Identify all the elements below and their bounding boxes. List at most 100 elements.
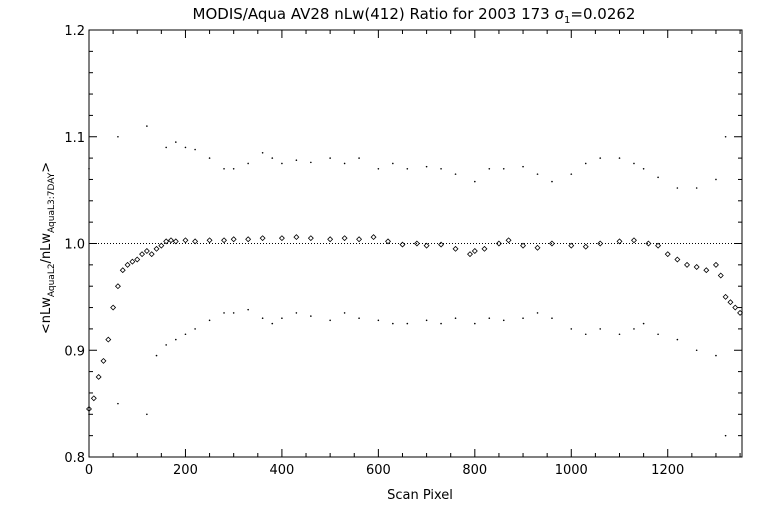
data-point bbox=[168, 237, 174, 244]
data-point bbox=[341, 235, 348, 242]
data-point bbox=[271, 157, 274, 159]
y-axis-label-close: > bbox=[39, 162, 54, 173]
data-point bbox=[657, 176, 659, 179]
data-point bbox=[724, 135, 727, 138]
data-point bbox=[259, 235, 266, 242]
data-point bbox=[425, 319, 428, 322]
data-point bbox=[645, 240, 652, 247]
data-point bbox=[536, 173, 539, 175]
data-point bbox=[385, 238, 391, 245]
data-point bbox=[261, 317, 264, 320]
data-point bbox=[119, 267, 126, 274]
y-tick-label: 1.2 bbox=[64, 24, 85, 39]
data-point bbox=[310, 315, 312, 317]
data-point bbox=[194, 148, 196, 151]
data-point bbox=[358, 317, 360, 320]
data-point bbox=[454, 317, 457, 320]
data-point bbox=[155, 354, 158, 357]
data-point bbox=[474, 180, 476, 183]
data-point bbox=[717, 272, 724, 279]
data-point bbox=[356, 236, 363, 243]
data-point bbox=[440, 167, 442, 170]
data-point bbox=[520, 242, 527, 249]
data-point bbox=[247, 308, 249, 311]
data-point bbox=[568, 242, 575, 249]
data-point bbox=[582, 243, 589, 250]
data-point bbox=[693, 264, 700, 270]
x-axis-label: Scan Pixel bbox=[387, 488, 453, 503]
chart-title: MODIS/Aqua AV28 nLw(412) Ratio for 2003 … bbox=[193, 5, 636, 26]
data-point bbox=[129, 258, 136, 265]
data-point bbox=[655, 242, 662, 249]
x-tick-label: 1200 bbox=[651, 463, 684, 478]
data-point bbox=[522, 317, 524, 320]
ticks-layer: 0 200 400 600 800 1000 1200 0.8 0.9 1.0 1.1 1.2 bbox=[64, 24, 742, 478]
data-marks-layer bbox=[86, 125, 744, 437]
data-point bbox=[676, 187, 679, 189]
x-tick-label: 1000 bbox=[555, 463, 588, 478]
data-point bbox=[549, 240, 555, 247]
data-point bbox=[488, 317, 491, 320]
data-point bbox=[192, 238, 199, 245]
data-point bbox=[618, 157, 621, 159]
data-point bbox=[146, 413, 148, 416]
chart-title-sigma-sub: 1 bbox=[564, 15, 570, 26]
x-tick-label: 600 bbox=[366, 463, 391, 478]
data-point bbox=[399, 241, 406, 248]
data-point bbox=[657, 333, 659, 336]
data-point bbox=[471, 248, 478, 254]
data-point bbox=[597, 240, 604, 247]
data-point bbox=[329, 157, 331, 159]
x-tick-label: 800 bbox=[462, 463, 487, 478]
series-0 bbox=[86, 234, 744, 412]
data-point bbox=[722, 293, 729, 300]
data-point bbox=[703, 267, 710, 274]
data-point bbox=[139, 251, 146, 258]
data-point bbox=[153, 245, 160, 252]
data-point bbox=[502, 319, 505, 322]
data-point bbox=[310, 161, 312, 164]
data-point bbox=[105, 336, 112, 343]
chart-title-main: MODIS/Aqua AV28 nLw(412) Ratio for 2003 … bbox=[193, 5, 555, 23]
data-point bbox=[148, 251, 155, 258]
data-point bbox=[182, 237, 189, 244]
y-tick-label: 1.1 bbox=[64, 131, 85, 146]
data-point bbox=[165, 146, 167, 149]
data-point bbox=[281, 162, 283, 165]
data-point bbox=[438, 241, 445, 248]
data-point bbox=[223, 312, 225, 314]
data-point bbox=[134, 256, 141, 263]
data-point bbox=[505, 237, 512, 244]
data-point bbox=[208, 157, 211, 159]
data-point bbox=[327, 236, 334, 243]
data-point bbox=[377, 167, 380, 170]
data-point bbox=[358, 157, 360, 159]
data-point bbox=[271, 322, 274, 325]
data-point bbox=[184, 333, 187, 336]
data-point bbox=[95, 373, 102, 380]
data-point bbox=[631, 237, 637, 244]
data-point bbox=[570, 328, 573, 330]
data-point bbox=[712, 261, 719, 268]
data-point bbox=[676, 338, 679, 341]
data-point bbox=[599, 328, 602, 330]
data-point bbox=[684, 261, 690, 268]
data-point bbox=[175, 338, 177, 341]
data-point bbox=[727, 299, 734, 306]
data-point bbox=[206, 237, 213, 244]
data-point bbox=[100, 357, 107, 364]
data-point bbox=[307, 235, 314, 242]
data-point bbox=[261, 151, 264, 154]
data-point bbox=[281, 317, 283, 320]
data-point bbox=[599, 157, 602, 159]
y-axis-label-sub1: AquaL2 bbox=[47, 263, 57, 297]
data-point bbox=[163, 238, 170, 245]
data-point bbox=[584, 333, 587, 336]
data-point bbox=[230, 236, 237, 243]
data-point bbox=[223, 167, 225, 170]
data-point bbox=[616, 238, 623, 245]
data-point bbox=[114, 283, 121, 290]
data-point bbox=[633, 328, 635, 330]
